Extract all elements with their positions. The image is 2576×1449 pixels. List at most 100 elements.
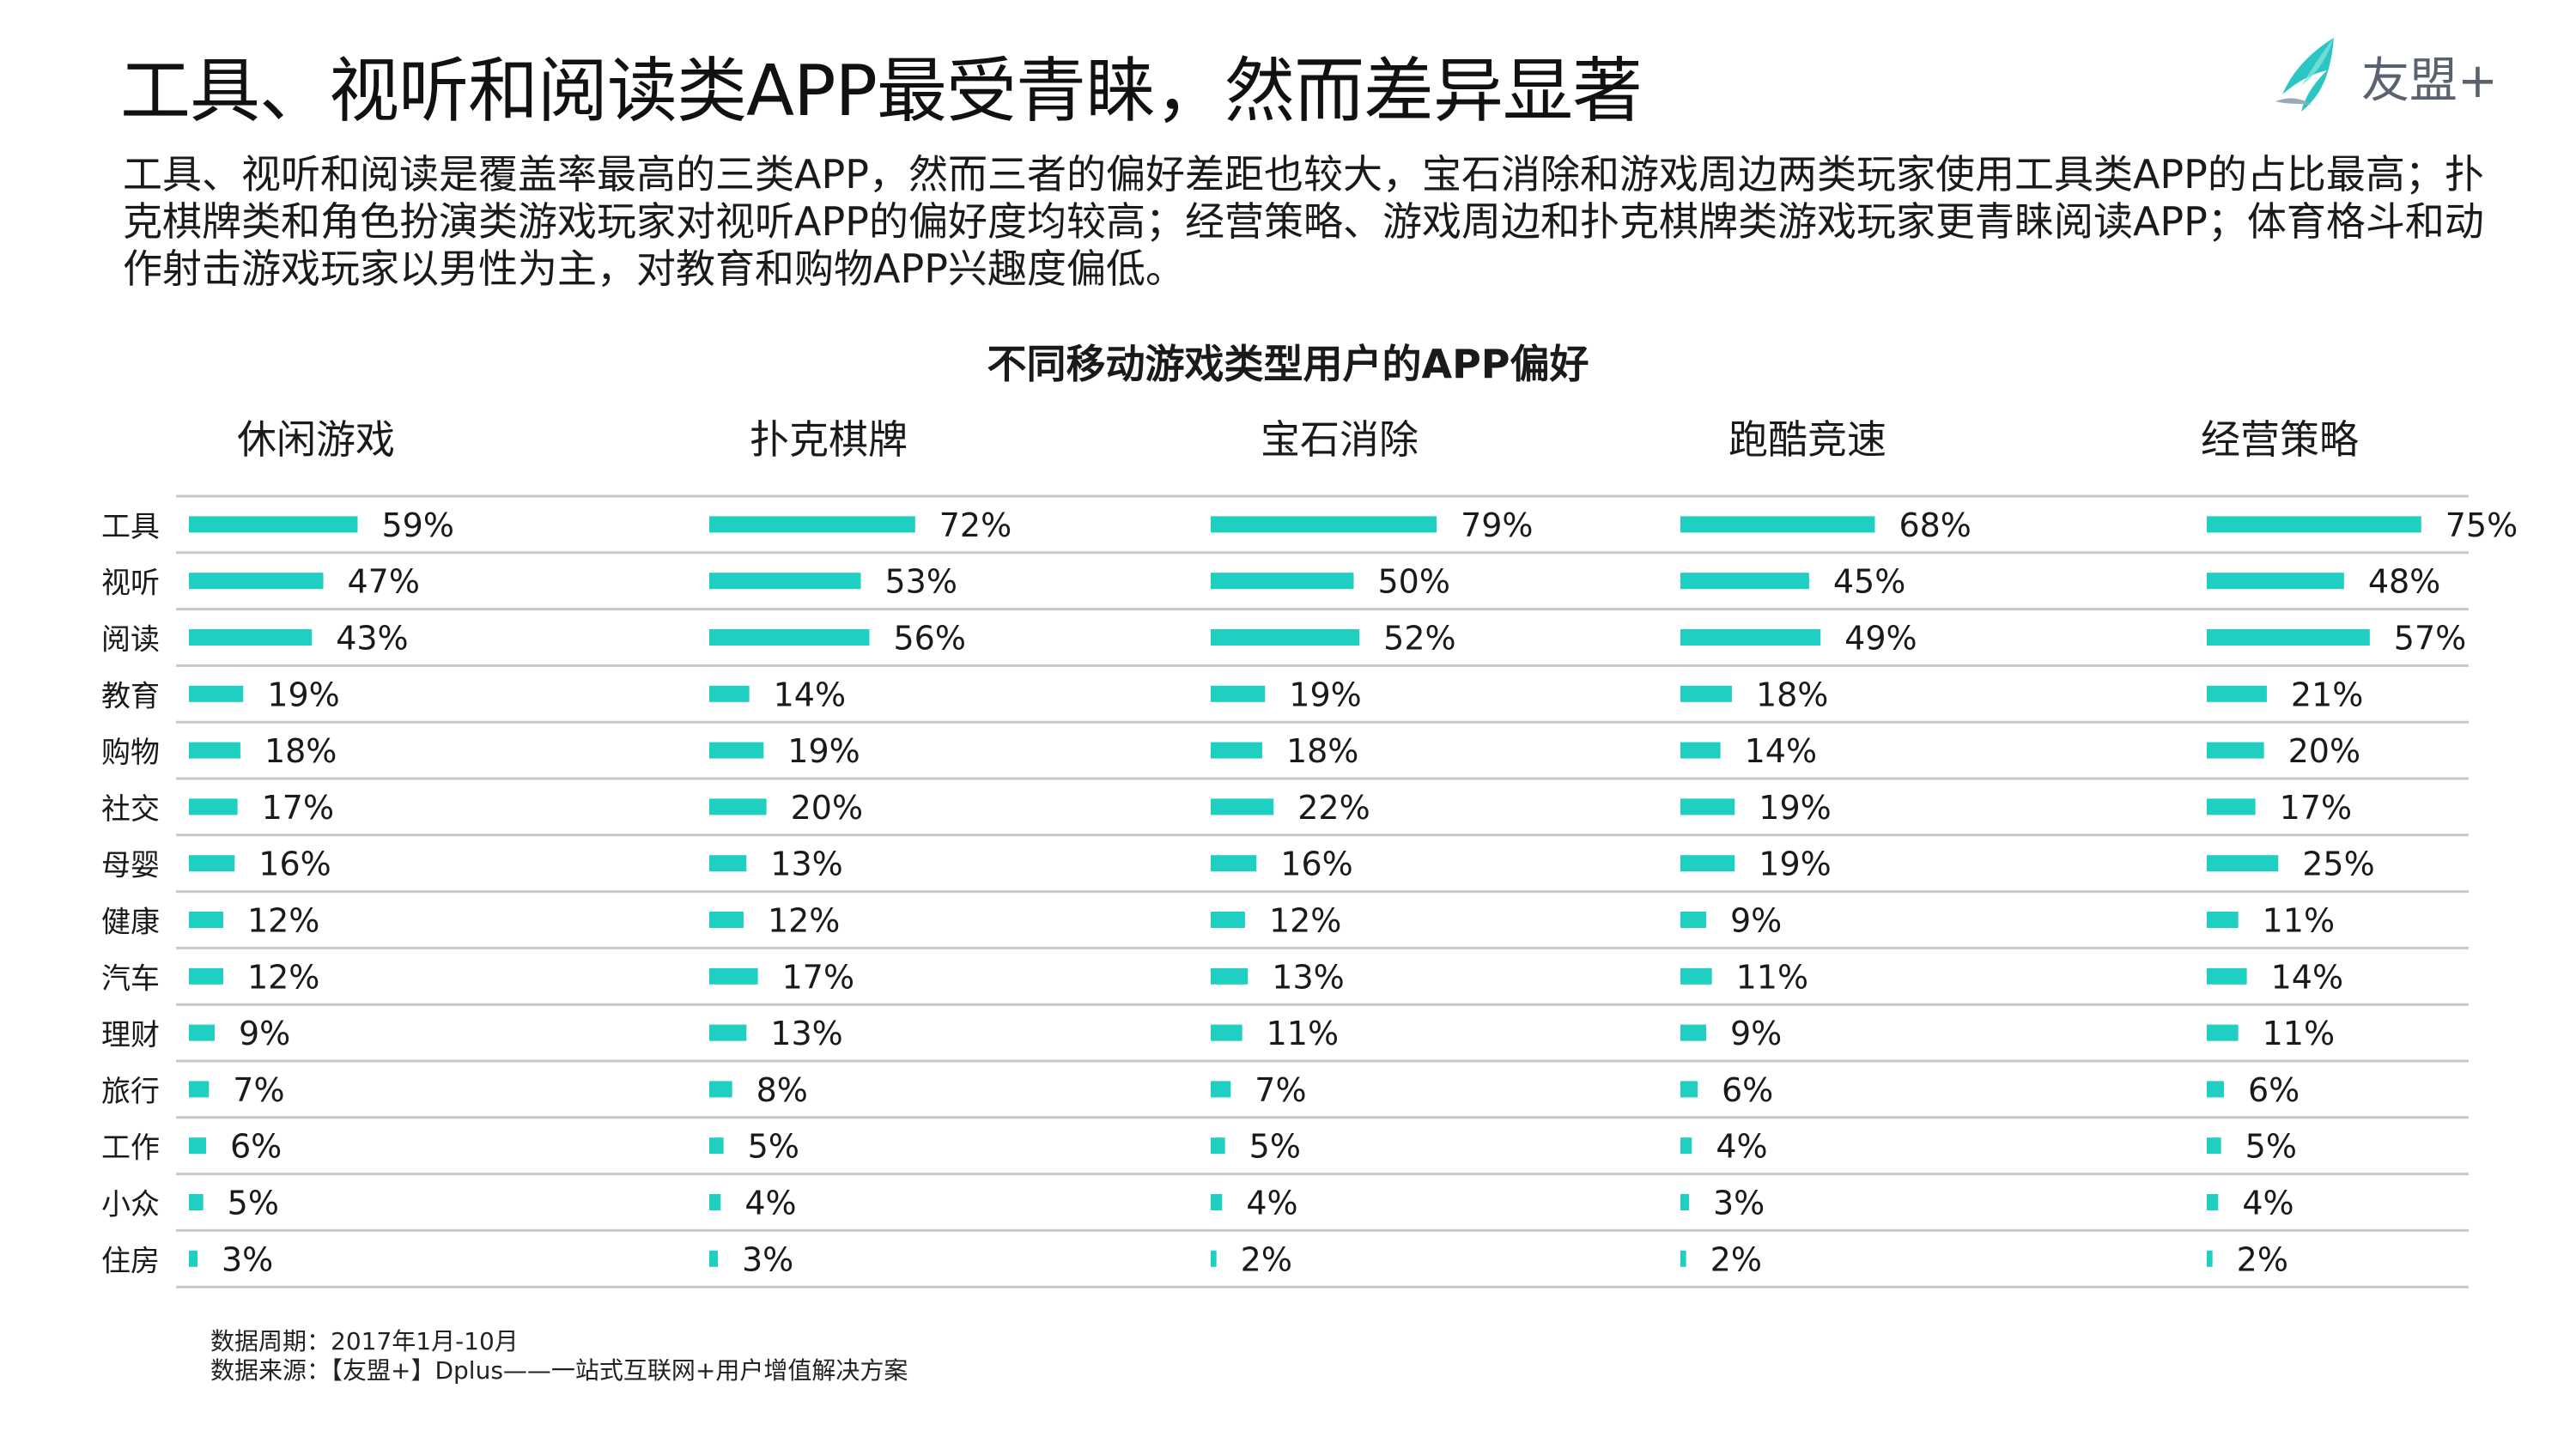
- data-label: 5%: [1249, 1128, 1301, 1166]
- logo-text: 友盟+: [2361, 53, 2498, 109]
- category-label: 阅读: [101, 623, 160, 658]
- category-label: 汽车: [101, 961, 160, 996]
- data-bar: [709, 1250, 718, 1267]
- data-label: 9%: [239, 1015, 290, 1052]
- data-label: 11%: [1736, 958, 1808, 996]
- data-label: 13%: [1272, 958, 1344, 996]
- intro-paragraph: 工具、视听和阅读是覆盖率最高的三类APP，然而三者的偏好差距也较大，宝石消除和游…: [123, 151, 2484, 292]
- data-bar: [709, 1024, 747, 1041]
- data-label: 3%: [742, 1240, 793, 1278]
- data-label: 17%: [782, 958, 854, 996]
- data-label: 45%: [1833, 563, 1905, 601]
- data-bar: [1680, 742, 1721, 759]
- data-bar: [1680, 573, 1809, 590]
- data-bar: [2207, 1137, 2221, 1155]
- data-bar: [2207, 1081, 2224, 1098]
- data-bar: [1211, 798, 1274, 815]
- data-bar: [2207, 573, 2344, 590]
- data-bar: [1680, 1081, 1698, 1098]
- data-bar: [1211, 1194, 1223, 1210]
- data-label: 3%: [1713, 1185, 1765, 1222]
- data-label: 2%: [2237, 1240, 2288, 1278]
- series-header: 休闲游戏: [237, 416, 395, 463]
- data-label: 12%: [1269, 902, 1341, 940]
- data-label: 6%: [1722, 1071, 1773, 1109]
- data-bar: [1211, 1024, 1242, 1041]
- data-bar: [2207, 798, 2256, 815]
- data-label: 14%: [1745, 732, 1817, 770]
- data-label: 22%: [1297, 789, 1370, 827]
- data-label: 52%: [1383, 620, 1455, 658]
- data-label: 20%: [2288, 732, 2360, 770]
- data-label: 68%: [1899, 506, 1971, 544]
- data-label: 48%: [2368, 563, 2440, 601]
- data-label: 4%: [1246, 1185, 1297, 1222]
- page-title: 工具、视听和阅读类APP最受青睐，然而差异显著: [120, 51, 1643, 132]
- category-label: 母婴: [101, 849, 160, 883]
- category-label: 住房: [101, 1244, 160, 1278]
- data-bar: [2207, 1024, 2239, 1041]
- data-label: 14%: [2271, 958, 2343, 996]
- data-label: 2%: [1241, 1240, 1292, 1278]
- data-label: 19%: [267, 676, 339, 713]
- data-bar: [189, 967, 223, 985]
- data-bar: [2207, 516, 2421, 533]
- data-bar: [189, 1137, 206, 1155]
- data-label: 7%: [1255, 1071, 1306, 1109]
- footnote: 数据周期：2017年1月-10月 数据来源：【友盟+】Dplus——一站式互联网…: [210, 1327, 908, 1385]
- data-label: 13%: [770, 1015, 842, 1052]
- category-label: 购物: [101, 736, 160, 770]
- data-bar: [1680, 1250, 1686, 1267]
- data-bar: [1680, 685, 1732, 702]
- data-bar: [1680, 629, 1821, 646]
- chart-title: 不同移动游戏类型用户的APP偏好: [987, 341, 1589, 387]
- data-label: 5%: [748, 1128, 799, 1166]
- footnote-period: 数据周期：2017年1月-10月: [210, 1327, 519, 1355]
- data-label: 18%: [1756, 676, 1828, 713]
- data-label: 17%: [262, 789, 334, 827]
- data-label: 56%: [893, 620, 965, 658]
- data-label: 21%: [2291, 676, 2363, 713]
- data-bar: [1680, 855, 1735, 872]
- data-bar: [189, 685, 244, 702]
- data-bar: [1211, 1250, 1217, 1267]
- data-label: 6%: [230, 1128, 282, 1166]
- data-bar: [2207, 855, 2279, 872]
- data-bar: [1211, 967, 1249, 985]
- data-label: 19%: [1289, 676, 1361, 713]
- category-label: 健康: [101, 906, 160, 940]
- data-bar: [709, 967, 758, 985]
- data-label: 47%: [348, 563, 420, 601]
- data-bar: [709, 573, 861, 590]
- data-bar: [1211, 573, 1354, 590]
- data-label: 3%: [222, 1240, 273, 1278]
- data-label: 18%: [1286, 732, 1358, 770]
- data-label: 11%: [1267, 1015, 1339, 1052]
- data-label: 11%: [2263, 902, 2335, 940]
- data-bar: [1680, 1137, 1692, 1155]
- data-bar: [2207, 912, 2239, 928]
- data-label: 49%: [1844, 620, 1917, 658]
- data-label: 6%: [2248, 1071, 2300, 1109]
- brand-logo: 友盟+: [2267, 33, 2524, 127]
- data-bar: [1680, 912, 1706, 928]
- category-label: 旅行: [101, 1075, 160, 1109]
- data-bar: [1211, 912, 1245, 928]
- series-header: 跑酷竞速: [1728, 416, 1886, 463]
- data-label: 12%: [247, 902, 319, 940]
- category-label: 视听: [101, 567, 160, 601]
- leaf-logo-icon: [2275, 38, 2334, 112]
- data-bar: [189, 798, 238, 815]
- data-label: 50%: [1378, 563, 1450, 601]
- data-label: 57%: [2394, 620, 2466, 658]
- data-label: 19%: [787, 732, 860, 770]
- data-bar: [1211, 629, 1360, 646]
- data-bar: [1211, 742, 1262, 759]
- data-bar: [2207, 742, 2264, 759]
- category-label: 工具: [101, 510, 160, 544]
- data-label: 9%: [1730, 902, 1782, 940]
- data-bar: [1680, 798, 1735, 815]
- data-label: 4%: [1716, 1128, 1767, 1166]
- data-label: 79%: [1461, 506, 1533, 544]
- series-header: 宝石消除: [1261, 416, 1419, 463]
